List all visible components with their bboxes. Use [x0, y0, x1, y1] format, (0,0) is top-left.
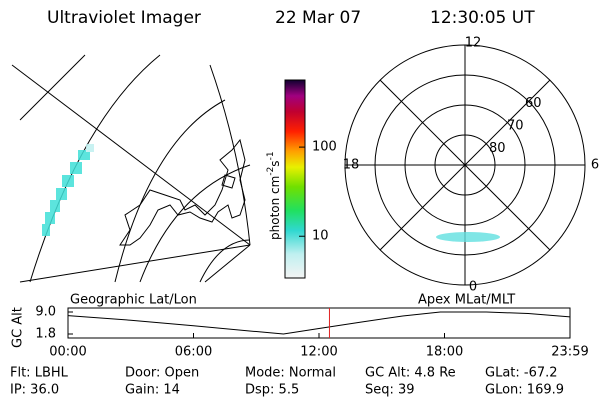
mlt-label: 18 — [343, 158, 360, 173]
footer-field: Gain: 14 — [125, 383, 180, 398]
colorbar-tick-label: 100 — [312, 140, 337, 155]
colorbar-tick-label: 10 — [312, 229, 329, 244]
footer-field: GC Alt: 4.8 Re — [365, 366, 456, 381]
lat-label: 60 — [525, 96, 542, 111]
mlt-label: 0 — [469, 280, 477, 295]
altitude-right-title: Apex MLat/MLT — [418, 293, 515, 308]
lat-label: 70 — [507, 119, 524, 134]
x-tick-label: 18:00 — [426, 345, 463, 360]
y-tick-label: 1.8 — [35, 327, 56, 342]
instrument: Ultraviolet Imager — [47, 8, 201, 28]
altitude-curve — [67, 311, 571, 335]
x-tick-label: 00:00 — [49, 345, 86, 360]
footer-field: Door: Open — [125, 366, 199, 381]
colorbar-label-part: -1 — [266, 151, 276, 160]
mlt-label: 6 — [591, 158, 599, 173]
altitude-left-title: Geographic Lat/Lon — [70, 293, 197, 308]
geographic-map — [11, 54, 251, 283]
footer-field: Seq: 39 — [365, 383, 415, 398]
colorbar-label: photon cm-2s-1 — [266, 151, 282, 240]
lat-circle — [434, 134, 496, 196]
y-tick-label: 9.0 — [35, 305, 56, 320]
x-tick-label: 12:00 — [300, 345, 337, 360]
footer-field: IP: 36.0 — [10, 383, 59, 398]
date: 22 Mar 07 — [275, 8, 361, 28]
polar-grid — [344, 44, 586, 286]
lat-circle — [374, 74, 556, 256]
colorbar-label-part: -2 — [266, 167, 276, 176]
lat-circle — [404, 104, 526, 226]
colorbar-label-part: s — [268, 160, 282, 166]
colorbar — [284, 79, 306, 279]
x-tick-label: 23:59 — [551, 345, 588, 360]
altitude-y-label: GC Alt — [11, 307, 26, 348]
footer-field: GLat: -67.2 — [485, 366, 558, 381]
footer-field: Flt: LBHL — [10, 366, 69, 381]
colorbar-label-part: photon cm — [268, 176, 282, 240]
footer-field: GLon: 169.9 — [485, 383, 564, 398]
x-tick-label: 06:00 — [175, 345, 212, 360]
lat-label: 80 — [489, 141, 506, 156]
footer-field: Mode: Normal — [245, 366, 336, 381]
time: 12:30:05 UT — [430, 8, 535, 28]
footer-field: Dsp: 5.5 — [245, 383, 299, 398]
mlt-label: 12 — [465, 36, 482, 51]
